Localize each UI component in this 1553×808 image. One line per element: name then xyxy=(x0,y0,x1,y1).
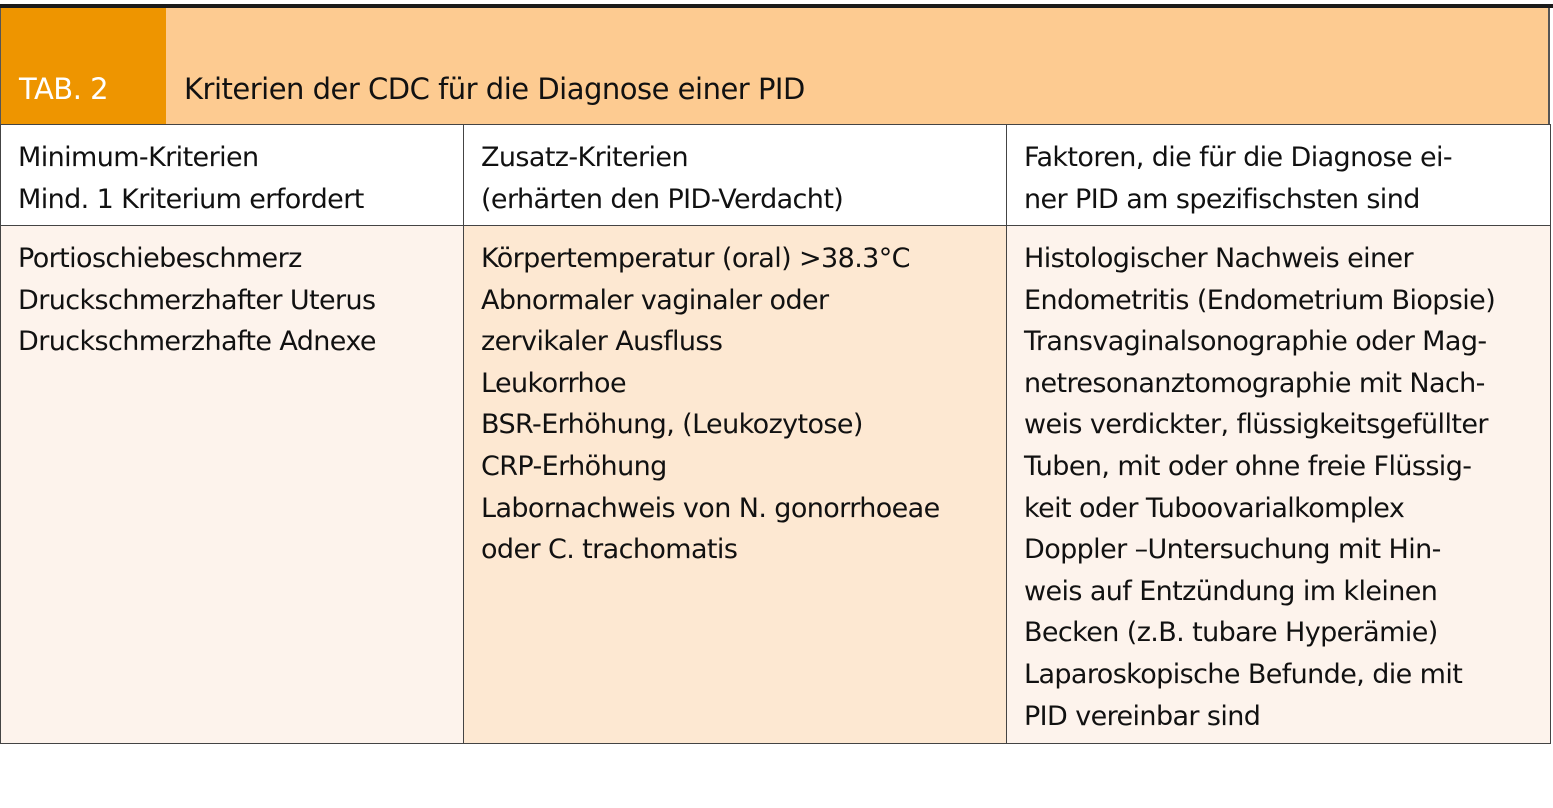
header-cell-additional-criteria: Zusatz-Kriterien (erhärten den PID-Verdac… xyxy=(463,124,1007,226)
body-line: oder C. trachomatis xyxy=(481,534,738,566)
table-header-band: TAB. 2 Kriterien der CDC für die Diagnos… xyxy=(0,8,1550,124)
body-cell-additional-criteria: Körpertemperatur (oral) >38.3°C Abnormale… xyxy=(463,225,1007,744)
table-title: Kriterien der CDC für die Diagnose einer… xyxy=(184,72,805,106)
table-label: TAB. 2 xyxy=(19,72,109,106)
body-line: netresonanztomographie mit Nach- xyxy=(1024,367,1485,399)
body-line: Endometritis (Endometrium Biopsie) xyxy=(1024,284,1496,316)
body-cell-specific-factors: Histologischer Nachweis einer Endometriti… xyxy=(1006,225,1551,744)
body-line: BSR-Erhöhung, (Leukozytose) xyxy=(481,409,863,441)
table-label-box: TAB. 2 xyxy=(1,8,166,124)
body-line: weis auf Entzündung im kleinen xyxy=(1024,575,1438,607)
body-line: Histologischer Nachweis einer xyxy=(1024,243,1414,274)
header-cell-minimum-criteria: Minimum-Kriterien Mind. 1 Kriterium erfor… xyxy=(0,124,464,226)
body-line: Druckschmerzhafter Uterus xyxy=(18,284,376,316)
header-line: Mind. 1 Kriterium erfordert xyxy=(18,183,364,215)
body-line: CRP-Erhöhung xyxy=(481,450,667,482)
body-line: Labornachweis von N. gonorrhoeae xyxy=(481,492,940,524)
body-cell-minimum-criteria: Portioschiebeschmerz Druckschmerzhafter U… xyxy=(0,225,464,744)
body-line: Körpertemperatur (oral) >38.3°C xyxy=(481,243,911,274)
body-line: PID vereinbar sind xyxy=(1024,700,1261,732)
body-line: Leukorrhoe xyxy=(481,367,627,399)
top-rule xyxy=(0,4,1553,8)
body-line: Doppler –Untersuchung mit Hin- xyxy=(1024,534,1441,566)
header-line: Faktoren, die für die Diagnose ei- xyxy=(1024,142,1453,173)
body-line: Transvaginalsonographie oder Mag- xyxy=(1024,326,1487,358)
body-line: Tuben, mit oder ohne freie Flüssig- xyxy=(1024,450,1472,482)
header-cell-specific-factors: Faktoren, die für die Diagnose ei-ner PI… xyxy=(1006,124,1551,226)
header-line: (erhärten den PID-Verdacht) xyxy=(481,183,844,215)
body-line: Portioschiebeschmerz xyxy=(18,243,302,274)
body-line: Becken (z.B. tubare Hyperämie) xyxy=(1024,617,1438,649)
body-line: Laparoskopische Befunde, die mit xyxy=(1024,658,1463,690)
header-line: Minimum-Kriterien xyxy=(18,142,259,173)
body-line: Druckschmerzhafte Adnexe xyxy=(18,326,377,358)
body-line: keit oder Tuboovarialkomplex xyxy=(1024,492,1405,524)
header-line: ner PID am spezifischsten sind xyxy=(1024,183,1420,215)
body-line: Abnormaler vaginaler oder xyxy=(481,284,829,316)
body-line: zervikaler Ausfluss xyxy=(481,326,723,358)
header-line: Zusatz-Kriterien xyxy=(481,142,689,173)
body-line: weis verdickter, flüssigkeitsgefüllter xyxy=(1024,409,1488,441)
